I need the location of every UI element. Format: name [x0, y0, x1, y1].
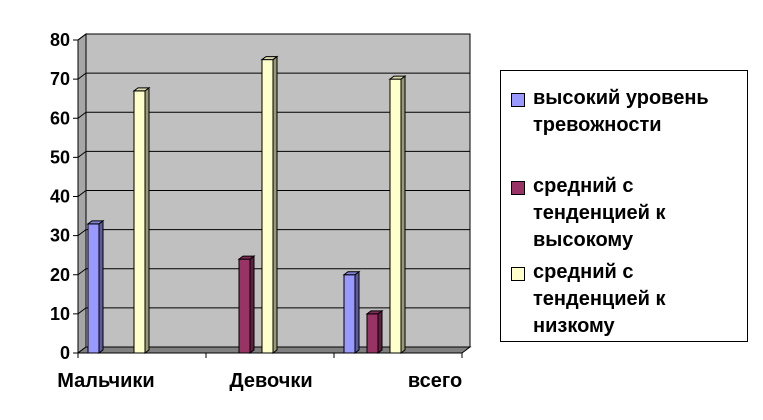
bar-top — [132, 87, 151, 92]
bar-top — [342, 271, 361, 276]
y-tick-label: 0 — [60, 343, 70, 363]
bar-2-Девочки — [237, 255, 256, 354]
bar-top — [260, 56, 279, 61]
bar-side — [98, 219, 104, 354]
x-category-label: всего — [408, 370, 462, 392]
bar-front — [343, 274, 356, 354]
gridline — [77, 229, 470, 237]
bar-side — [144, 86, 150, 354]
y-tick-label: 80 — [50, 30, 70, 50]
x-category-label: Мальчики — [57, 370, 154, 392]
bar-side — [377, 309, 383, 354]
y-tick-label: 50 — [50, 147, 70, 167]
bars — [86, 55, 407, 354]
gridline — [77, 111, 470, 119]
bar-side — [354, 270, 360, 354]
gridline — [77, 72, 470, 80]
bar-3-Девочки — [260, 55, 279, 354]
legend-label-mid-high: средний с тенденцией к высокому — [533, 175, 666, 251]
bar-side — [249, 255, 255, 354]
bar-front — [133, 90, 146, 354]
bar-side — [272, 55, 278, 354]
legend-item-high: высокий уровень тревожности — [511, 85, 748, 139]
bar-front — [87, 223, 100, 354]
bar-front — [261, 59, 274, 354]
gridline — [77, 268, 470, 276]
y-tick-label: 60 — [50, 108, 70, 128]
bar-1-всего — [342, 270, 361, 354]
x-category-label: Девочки — [229, 370, 312, 392]
legend-swatch-mid-low — [511, 267, 525, 281]
legend-label-high: высокий уровень тревожности — [533, 87, 709, 136]
y-tick-label: 70 — [50, 69, 70, 89]
bar-front — [238, 258, 251, 354]
bar-top — [388, 75, 407, 80]
y-tick-label: 30 — [50, 226, 70, 246]
bar-front — [389, 78, 402, 354]
x-axis: Мальчики Девочки всего — [57, 352, 463, 392]
legend-swatch-mid-high — [511, 181, 525, 195]
gridline — [77, 33, 470, 41]
y-tick-label: 20 — [50, 265, 70, 285]
bar-front — [366, 313, 379, 354]
bar-top — [86, 220, 105, 225]
legend-swatch-high — [511, 93, 525, 107]
y-tick-label: 40 — [50, 187, 70, 207]
gridline — [77, 150, 470, 158]
bar-top — [237, 255, 256, 260]
bar-2-всего — [365, 309, 384, 354]
legend-item-mid-low: средний с тенденцией к низкому — [511, 259, 748, 340]
bar-3-Мальчики — [132, 86, 151, 354]
bar-1-Мальчики — [86, 219, 105, 354]
y-axis: 0 10 20 30 40 50 60 70 80 — [50, 30, 79, 363]
gridline — [77, 307, 470, 315]
legend-label-mid-low: средний с тенденцией к низкому — [533, 261, 666, 337]
bar-top — [365, 310, 384, 315]
y-tick-label: 10 — [50, 304, 70, 324]
bar-side — [400, 75, 406, 354]
gridline — [77, 190, 470, 197]
legend: высокий уровень тревожности средний с те… — [500, 70, 748, 342]
legend-item-mid-high: средний с тенденцией к высокому — [511, 173, 748, 254]
bar-3-всего — [388, 75, 407, 354]
